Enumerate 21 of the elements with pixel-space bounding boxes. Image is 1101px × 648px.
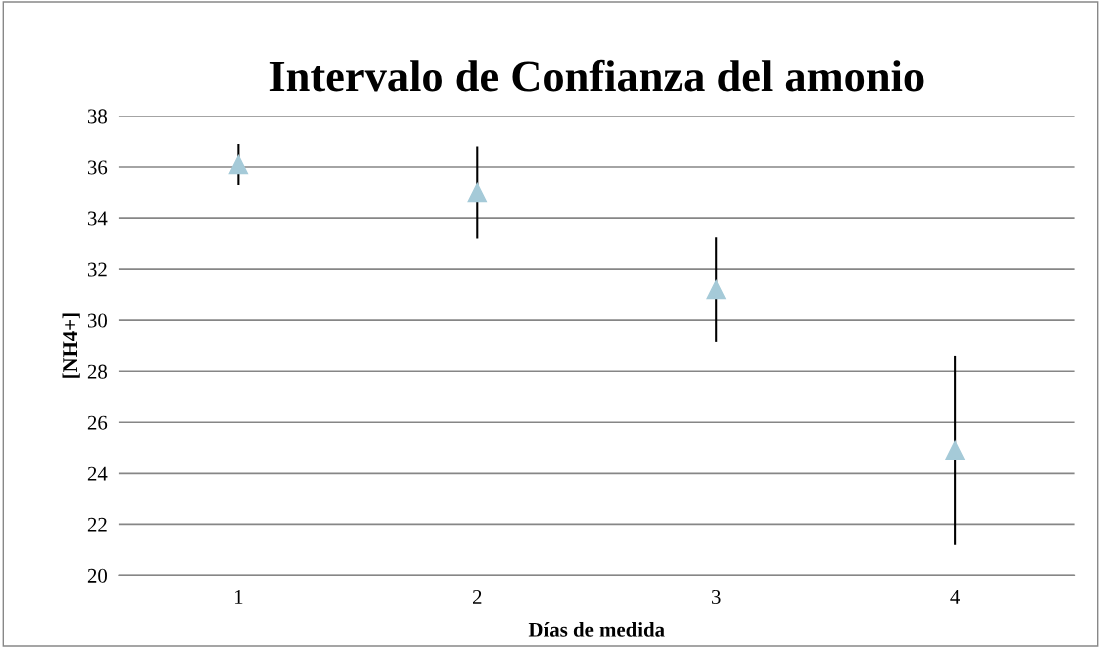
x-axis-title: Días de medida [528, 622, 665, 637]
x-tick-label: 4 [950, 590, 960, 604]
y-tick-label: 36 [87, 160, 108, 175]
point [706, 279, 726, 300]
chart-title: Intervalo de Confianza del amonio [269, 59, 924, 92]
point [467, 182, 488, 203]
y-tick-label: 24 [87, 466, 108, 481]
y-tick-label: 32 [87, 262, 107, 277]
y-tick-label: 30 [87, 313, 107, 328]
y-tick-label: 26 [87, 415, 108, 430]
y-tick-label: 28 [87, 364, 107, 379]
y-axis-title: [NH4+] [62, 313, 80, 378]
x-tick-label: 1 [234, 590, 243, 604]
x-tick-label: 3 [711, 589, 721, 604]
y-tick-label: 22 [87, 517, 107, 532]
y-tick-label: 38 [87, 109, 107, 124]
x-tick-label: 2 [472, 589, 482, 604]
point [228, 154, 249, 175]
y-tick-label: 20 [87, 568, 107, 583]
point [945, 440, 965, 461]
y-tick-label: 34 [87, 211, 108, 226]
